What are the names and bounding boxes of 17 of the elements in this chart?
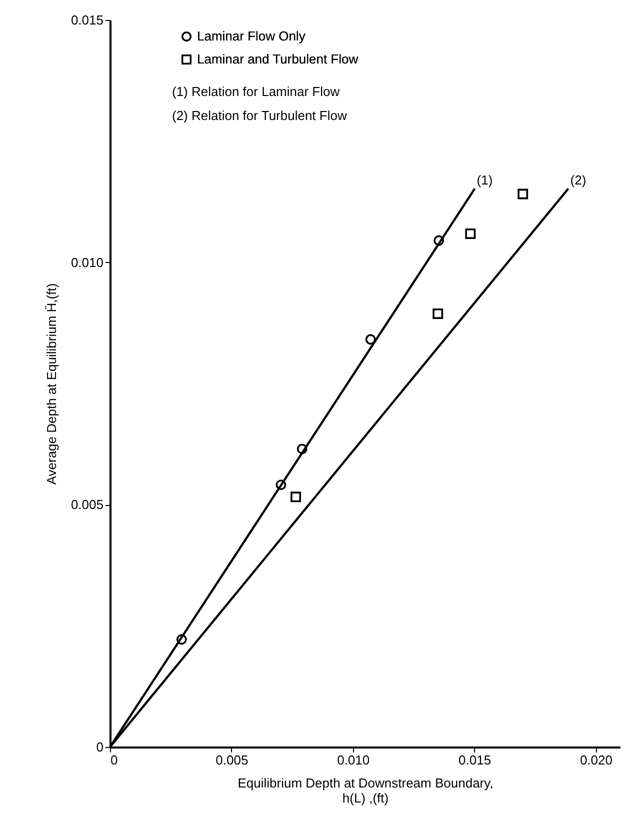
y-axis-title: Average Depth at Equilibrium H̄,(ft) [44,283,59,485]
y-tick-label: 0.005 [70,497,104,512]
x-tick-label: 0.015 [458,752,492,768]
x-axis-title: Equilibrium Depth at Downstream Boundary, h(L) ,(ft) [238,776,494,806]
legend-label: Laminar Flow Only [197,28,306,44]
x-tick-label: 0.005 [216,752,248,768]
annotation: (2) [570,172,586,188]
annotation: (1) [476,172,493,188]
y-tick-label: 0 [96,740,104,754]
y-tick-label: 0.015 [70,12,104,28]
x-tick-label: 0 [110,752,118,768]
y-tick-label: 0.010 [70,254,104,270]
x-tick-label: 0.020 [580,752,612,768]
x-tick-label: 0.010 [337,752,370,768]
legend-label: Laminar and Turbulent Flow [197,52,359,66]
annotation: (1) Relation for Laminar Flow [172,84,340,99]
annotation: (2) Relation for Turbulent Flow [172,108,348,123]
